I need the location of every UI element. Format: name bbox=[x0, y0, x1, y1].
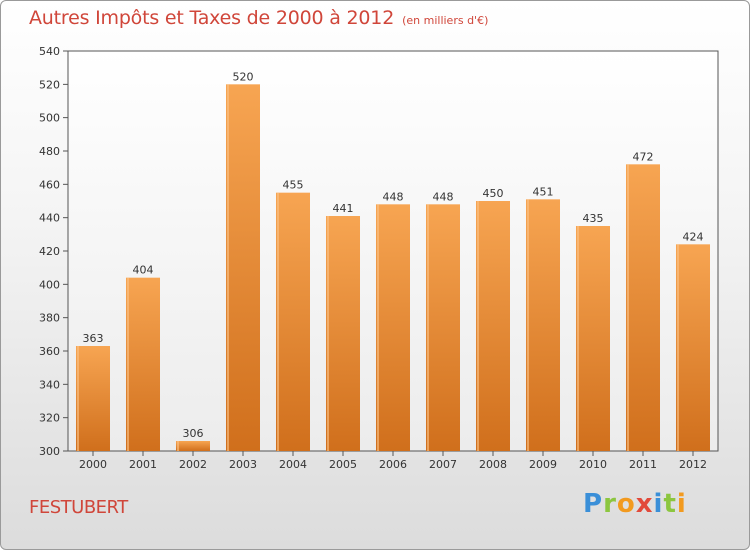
x-axis: 2000 2001 2002 2003 2004 2005 2006 2007 2008 2009… bbox=[79, 451, 707, 471]
y-tick-label: 480 bbox=[39, 145, 60, 158]
bar-highlight bbox=[77, 346, 79, 451]
proxiti-logo: Proxiti bbox=[583, 489, 687, 519]
chart-title-main: Autres Impôts et Taxes de 2000 à 2012 bbox=[29, 7, 395, 29]
bar-2008 bbox=[476, 201, 510, 451]
bar-value-label: 448 bbox=[383, 190, 404, 203]
y-tick-label: 540 bbox=[39, 45, 60, 58]
y-tick-label: 320 bbox=[39, 412, 60, 425]
commune-name: FESTUBERT bbox=[29, 497, 128, 518]
x-tick-label: 2000 bbox=[79, 458, 107, 471]
bar-value-label: 306 bbox=[183, 427, 204, 440]
x-tick-label: 2006 bbox=[379, 458, 407, 471]
bar-highlight bbox=[627, 164, 629, 452]
bar-2005 bbox=[326, 216, 360, 451]
bar-value-label: 448 bbox=[433, 190, 454, 203]
x-tick-label: 2008 bbox=[479, 458, 507, 471]
y-tick-label: 340 bbox=[39, 378, 60, 391]
bar-highlight bbox=[277, 192, 279, 451]
bar-2003 bbox=[226, 84, 260, 451]
bar-highlight bbox=[677, 244, 679, 451]
x-tick-label: 2007 bbox=[429, 458, 457, 471]
y-tick-label: 420 bbox=[39, 245, 60, 258]
bar-2004 bbox=[276, 192, 310, 451]
bar-value-label: 472 bbox=[633, 150, 654, 163]
bar-value-label: 404 bbox=[133, 264, 154, 277]
y-axis: 300 320 340 360 380 400 420 440 460 480 500 520 540 bbox=[39, 45, 68, 458]
bar-value-label: 363 bbox=[83, 332, 104, 345]
y-tick-label: 360 bbox=[39, 345, 60, 358]
y-tick-label: 380 bbox=[39, 312, 60, 325]
bar-2006 bbox=[376, 204, 410, 451]
y-tick-label: 500 bbox=[39, 112, 60, 125]
chart-title: Autres Impôts et Taxes de 2000 à 2012 (en… bbox=[29, 7, 488, 29]
x-tick-label: 2002 bbox=[179, 458, 207, 471]
x-tick-label: 2012 bbox=[679, 458, 707, 471]
bar-highlight bbox=[577, 226, 579, 451]
bar-2012 bbox=[676, 244, 710, 451]
bar-2009 bbox=[526, 199, 560, 451]
x-tick-label: 2004 bbox=[279, 458, 307, 471]
bar-2002 bbox=[176, 441, 210, 451]
bar-2001 bbox=[126, 277, 160, 451]
y-tick-label: 300 bbox=[39, 445, 60, 458]
bar-highlight bbox=[477, 201, 479, 451]
bar-value-label: 455 bbox=[283, 179, 304, 192]
bar-2000 bbox=[76, 346, 110, 451]
bar-highlight bbox=[177, 441, 179, 451]
bar-highlight bbox=[427, 204, 429, 451]
bar-value-label: 435 bbox=[583, 212, 604, 225]
y-tick-label: 440 bbox=[39, 212, 60, 225]
x-tick-label: 2003 bbox=[229, 458, 257, 471]
x-tick-label: 2010 bbox=[579, 458, 607, 471]
bar-highlight bbox=[127, 277, 129, 451]
bar-2010 bbox=[576, 226, 610, 451]
x-tick-label: 2001 bbox=[129, 458, 157, 471]
bars-group: 363 404 306 520 455 441 448 448 450 451 435 472 424 bbox=[76, 70, 710, 452]
bar-value-label: 441 bbox=[333, 202, 354, 215]
x-tick-label: 2009 bbox=[529, 458, 557, 471]
y-tick-label: 460 bbox=[39, 178, 60, 191]
bar-highlight bbox=[327, 216, 329, 451]
bar-2011 bbox=[626, 164, 660, 452]
y-tick-label: 520 bbox=[39, 78, 60, 91]
bar-value-label: 424 bbox=[683, 230, 704, 243]
bar-highlight bbox=[527, 199, 529, 451]
x-tick-label: 2005 bbox=[329, 458, 357, 471]
bar-highlight bbox=[227, 84, 229, 451]
bar-highlight bbox=[377, 204, 379, 451]
chart-title-unit: (en milliers d'€) bbox=[402, 14, 489, 27]
bar-value-label: 450 bbox=[483, 187, 504, 200]
x-tick-label: 2011 bbox=[629, 458, 657, 471]
bar-2007 bbox=[426, 204, 460, 451]
bar-value-label: 451 bbox=[533, 185, 554, 198]
bar-value-label: 520 bbox=[233, 70, 254, 83]
y-tick-label: 400 bbox=[39, 278, 60, 291]
